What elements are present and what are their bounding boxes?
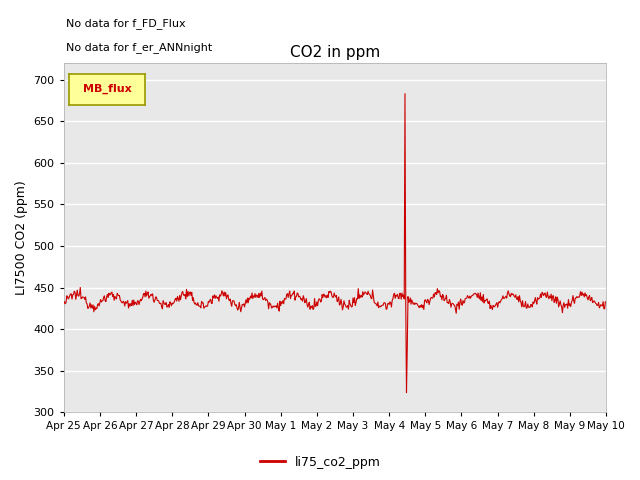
Text: No data for f_FD_Flux: No data for f_FD_Flux [67, 18, 186, 28]
Text: No data for f_er_ANNnight: No data for f_er_ANNnight [67, 42, 212, 53]
Y-axis label: LI7500 CO2 (ppm): LI7500 CO2 (ppm) [15, 180, 28, 295]
Legend: li75_co2_ppm: li75_co2_ppm [255, 451, 385, 474]
Title: CO2 in ppm: CO2 in ppm [290, 46, 380, 60]
